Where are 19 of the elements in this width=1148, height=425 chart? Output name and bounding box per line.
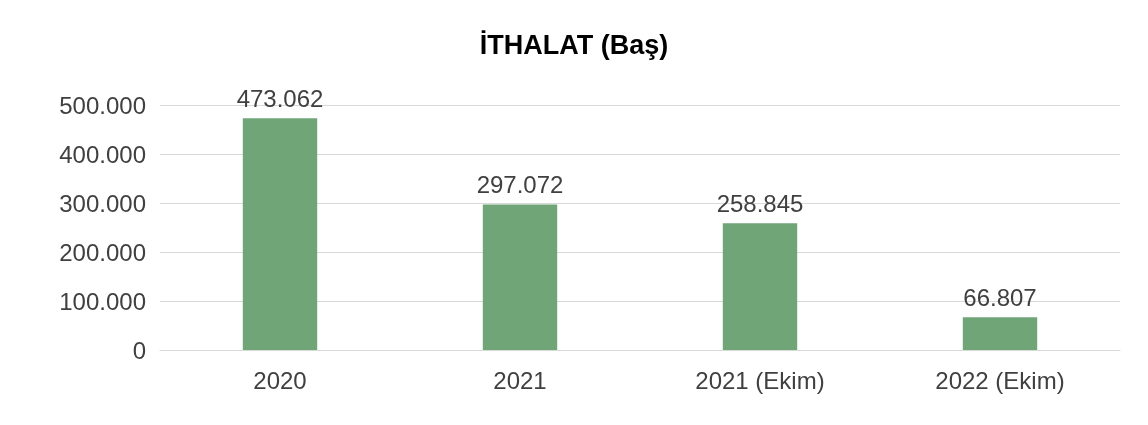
y-tick-label: 300.000 bbox=[59, 189, 146, 217]
x-tick-label: 2022 (Ekim) bbox=[935, 366, 1065, 394]
x-tick-label: 2021 (Ekim) bbox=[695, 366, 825, 394]
x-tick-label: 2021 bbox=[493, 366, 547, 394]
data-label: 66.807 bbox=[963, 283, 1037, 311]
data-label: 473.062 bbox=[236, 84, 324, 112]
bar bbox=[962, 317, 1038, 350]
y-tick-label: 200.000 bbox=[59, 238, 146, 266]
data-label: 258.845 bbox=[716, 189, 804, 217]
data-label: 297.072 bbox=[476, 170, 564, 198]
y-tick-label: 0 bbox=[132, 336, 146, 364]
bar bbox=[242, 118, 318, 350]
x-tick-label: 2020 bbox=[253, 366, 307, 394]
bar bbox=[482, 204, 558, 350]
chart-title: İTHALAT (Baş) bbox=[479, 29, 669, 60]
bar bbox=[722, 223, 798, 350]
y-tick-label: 500.000 bbox=[59, 91, 146, 119]
y-tick-label: 100.000 bbox=[59, 287, 146, 315]
y-tick-label: 400.000 bbox=[59, 140, 146, 168]
